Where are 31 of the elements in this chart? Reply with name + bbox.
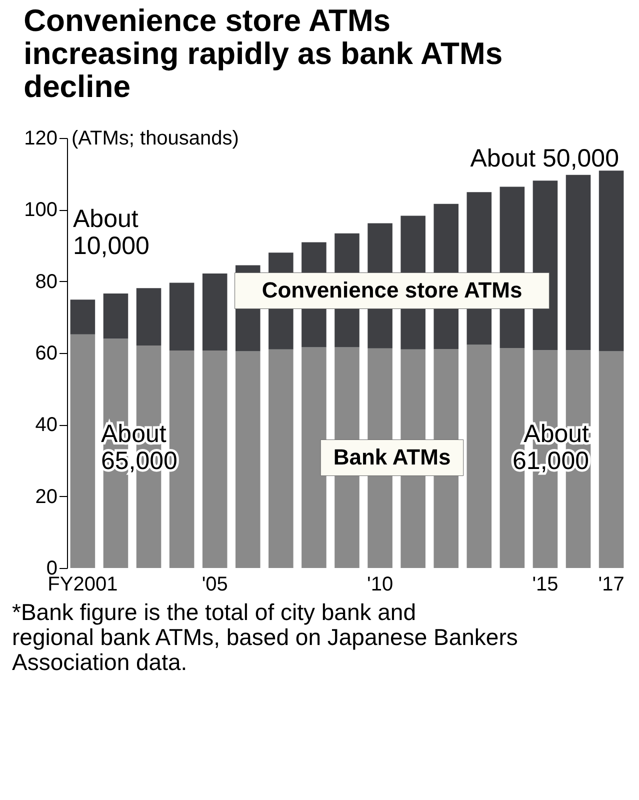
x-tick-label: '17 xyxy=(598,574,624,596)
bar xyxy=(598,170,624,352)
annotation: About 50,000 xyxy=(470,144,619,173)
x-tick-label: '10 xyxy=(367,574,394,596)
bar xyxy=(302,347,326,568)
x-tick-label: '15 xyxy=(532,574,558,596)
chart-title: Convenience store ATMs increasing rapidly as bank ATMs decline xyxy=(24,3,503,104)
bar xyxy=(70,334,96,568)
bar xyxy=(268,349,294,568)
bar xyxy=(103,294,128,339)
y-tick-label: 80 xyxy=(35,270,58,293)
x-tick-label: '05 xyxy=(202,574,228,596)
bar xyxy=(70,300,96,334)
bar xyxy=(466,344,492,568)
y-tick-label: 20 xyxy=(35,486,58,508)
y-tick-label: 100 xyxy=(24,199,58,222)
series-label: Convenience store ATMs xyxy=(262,278,522,303)
bar xyxy=(169,282,194,350)
bar xyxy=(566,174,591,350)
y-tick-label: 60 xyxy=(35,342,58,364)
y-tick-label: 40 xyxy=(35,414,58,436)
bar xyxy=(136,288,162,346)
y-axis-title: (ATMs; thousands) xyxy=(72,128,239,150)
bar xyxy=(202,350,228,568)
bar xyxy=(598,351,624,568)
y-tick-label: 120 xyxy=(24,128,58,150)
bar xyxy=(202,273,228,350)
text: *Bank figure is the total of city bank and regional bank ATMs, based on Japanese Bankers Association data. xyxy=(12,599,518,675)
bar xyxy=(235,351,260,568)
annotation: About 10,000 xyxy=(73,204,150,260)
series-label: Bank ATMs xyxy=(333,444,451,470)
